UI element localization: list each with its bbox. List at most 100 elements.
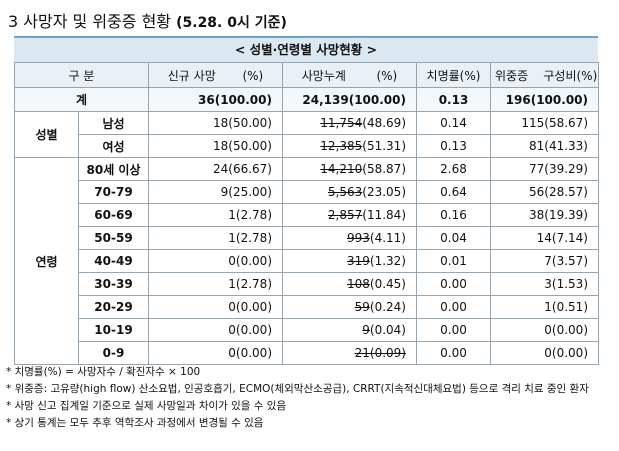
page-date: (5.28. 0시 기준): [176, 15, 287, 31]
row-fatality: 0.00: [416, 272, 491, 296]
row-label: 20-29: [78, 295, 149, 319]
row-cum-deaths: 319(1.32): [282, 249, 417, 273]
row-label: 80세 이상: [78, 157, 149, 181]
row-label: 0-9: [78, 341, 149, 365]
total-cum: 24,139(100.00): [282, 87, 417, 112]
row-fatality: 0.64: [416, 180, 491, 204]
table-row: 70-79 9(25.00) 5,563(23.05) 0.64 56(28.57): [15, 180, 599, 204]
row-cum-deaths: 11,754(48.69): [282, 111, 417, 135]
row-cum-pct: (58.87): [362, 162, 406, 176]
row-critical: 0(0.00): [490, 341, 599, 365]
row-cum-deaths: 993(4.11): [282, 226, 417, 250]
row-cum-num: 59: [354, 300, 370, 314]
row-critical: 115(58.67): [490, 111, 599, 135]
row-cum-pct: (1.32): [369, 254, 406, 268]
row-cum-pct: (48.69): [362, 116, 406, 130]
row-fatality: 2.68: [416, 157, 491, 181]
row-critical: 38(19.39): [490, 203, 599, 227]
table-row: 0-9 0(0.00) 21(0.09) 0.00 0(0.00): [15, 341, 599, 365]
row-cum-num: 9: [362, 323, 370, 337]
row-cum-num: 108: [347, 277, 370, 291]
row-fatality: 0.01: [416, 249, 491, 273]
row-new-deaths: 0(0.00): [148, 318, 283, 342]
row-cum-pct: (23.05): [362, 185, 406, 199]
header-new-deaths: 신규 사망 (%): [148, 62, 283, 88]
row-fatality: 0.13: [416, 134, 491, 158]
row-cum-num: 5,563: [327, 185, 363, 199]
table-row: 50-59 1(2.78) 993(4.11) 0.04 14(7.14): [15, 226, 599, 250]
page-title-text: 3 사망자 및 위중증 현황: [8, 12, 172, 31]
row-new-deaths: 18(50.00): [148, 134, 283, 158]
row-cum-pct: (11.84): [362, 208, 406, 222]
row-critical: 77(39.29): [490, 157, 599, 181]
row-critical: 3(1.53): [490, 272, 599, 296]
row-cum-pct: (51.31): [362, 139, 406, 153]
table-row: 40-49 0(0.00) 319(1.32) 0.01 7(3.57): [15, 249, 599, 273]
total-cum-num: 24,139: [302, 92, 349, 107]
total-cum-pct: (100.00): [348, 92, 406, 107]
row-cum-pct: (0.09): [369, 346, 406, 360]
row-cum-deaths: 108(0.45): [282, 272, 417, 296]
row-cum-num: 14,210: [320, 162, 363, 176]
deaths-table: 구 분 신규 사망 (%) 사망누계 (%) 치명률(%) 위중증 구성비(%)…: [14, 62, 599, 365]
header-category: 구 분: [14, 62, 149, 88]
row-label: 40-49: [78, 249, 149, 273]
row-new-deaths: 9(25.00): [148, 180, 283, 204]
row-new-deaths: 0(0.00): [148, 341, 283, 365]
group-label: 성별: [14, 111, 79, 158]
row-fatality: 0.14: [416, 111, 491, 135]
row-fatality: 0.00: [416, 341, 491, 365]
header-cum-deaths: 사망누계 (%): [282, 62, 417, 88]
row-cum-deaths: 14,210(58.87): [282, 157, 417, 181]
row-cum-deaths: 5,563(23.05): [282, 180, 417, 204]
table-row-total: 계 36(100.00) 24,139(100.00) 0.13 196(100…: [14, 87, 599, 112]
row-cum-num: 11,754: [320, 116, 363, 130]
row-new-deaths: 24(66.67): [148, 157, 283, 181]
row-cum-pct: (0.24): [369, 300, 406, 314]
row-critical: 7(3.57): [490, 249, 599, 273]
row-new-deaths: 1(2.78): [148, 272, 283, 296]
row-new-deaths: 1(2.78): [148, 203, 283, 227]
row-label: 50-59: [78, 226, 149, 250]
table-row: 10-19 0(0.00) 9(0.04) 0.00 0(0.00): [15, 318, 599, 342]
table-header-row: 구 분 신규 사망 (%) 사망누계 (%) 치명률(%) 위중증 구성비(%): [14, 62, 599, 88]
table-row: 30-39 1(2.78) 108(0.45) 0.00 3(1.53): [15, 272, 599, 296]
page-title: 3 사망자 및 위중증 현황 (5.28. 0시 기준): [8, 8, 287, 32]
row-cum-pct: (0.04): [369, 323, 406, 337]
row-cum-num: 21: [354, 346, 370, 360]
row-cum-num: 2,857: [327, 208, 363, 222]
footnote: * 상기 통계는 모두 추후 역학조사 과정에서 변경될 수 있음: [6, 417, 264, 429]
footnote: * 위중증: 고유량(high flow) 산소요법, 인공호흡기, ECMO(…: [6, 383, 589, 395]
total-fatality: 0.13: [416, 87, 491, 112]
row-fatality: 0.16: [416, 203, 491, 227]
row-new-deaths: 0(0.00): [148, 249, 283, 273]
table-row: 성별 남성 18(50.00) 11,754(48.69) 0.14 115(58.67): [14, 111, 599, 158]
total-new: 36(100.00): [148, 87, 283, 112]
row-label: 여성: [78, 134, 149, 158]
row-critical: 14(7.14): [490, 226, 599, 250]
row-new-deaths: 0(0.00): [148, 295, 283, 319]
table-title: < 성별·연령별 사망현황 >: [14, 36, 598, 62]
row-cum-pct: (4.11): [369, 231, 406, 245]
row-cum-deaths: 59(0.24): [282, 295, 417, 319]
row-fatality: 0.04: [416, 226, 491, 250]
table-row: 연령 80세 이상 24(66.67) 14,210(58.87) 2.68 77(39.…: [14, 157, 599, 365]
footnotes: * 치명률(%) = 사망자수 / 확진자수 × 100 * 위중증: 고유량(h…: [6, 364, 589, 432]
total-critical: 196(100.00): [490, 87, 599, 112]
row-cum-deaths: 9(0.04): [282, 318, 417, 342]
row-label: 10-19: [78, 318, 149, 342]
footnote: * 사망 신고 집계일 기준으로 실제 사망일과 차이가 있을 수 있음: [6, 400, 287, 412]
row-label: 30-39: [78, 272, 149, 296]
row-fatality: 0.00: [416, 295, 491, 319]
row-cum-deaths: 12,385(51.31): [282, 134, 417, 158]
row-label: 60-69: [78, 203, 149, 227]
header-fatality: 치명률(%): [416, 62, 491, 88]
table-container: < 성별·연령별 사망현황 > 구 분 신규 사망 (%) 사망누계 (%) 치…: [14, 36, 599, 365]
footnote: * 치명률(%) = 사망자수 / 확진자수 × 100: [6, 366, 201, 378]
row-critical: 0(0.00): [490, 318, 599, 342]
table-row: 20-29 0(0.00) 59(0.24) 0.00 1(0.51): [15, 295, 599, 319]
row-cum-num: 993: [347, 231, 370, 245]
row-cum-pct: (0.45): [369, 277, 406, 291]
header-critical: 위중증 구성비(%): [490, 62, 599, 88]
table-row: 여성 18(50.00) 12,385(51.31) 0.13 81(41.33): [15, 134, 599, 158]
